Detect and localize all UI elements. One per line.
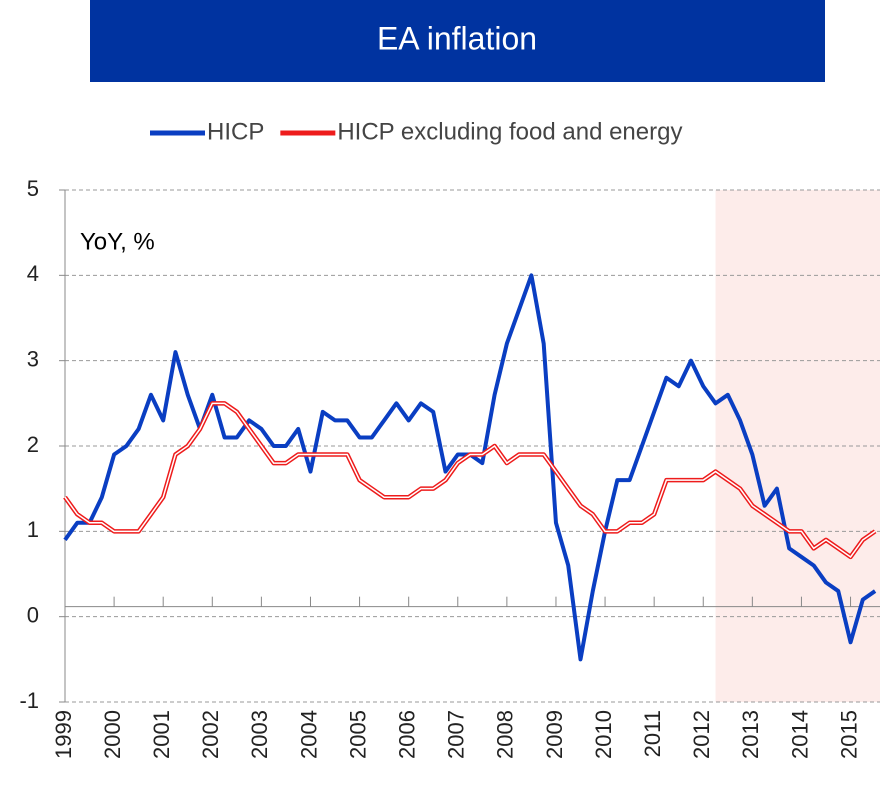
x-tick-label: 2002 <box>198 710 223 759</box>
x-tick-label: 2000 <box>100 710 125 759</box>
x-tick-label: 2004 <box>296 710 321 759</box>
x-tick-label: 2007 <box>444 710 469 759</box>
y-tick-label: 4 <box>27 261 39 286</box>
annotation: YoY, % <box>80 228 155 255</box>
legend-label: HICP excluding food and energy <box>337 118 682 145</box>
x-tick-label: 2014 <box>787 710 812 759</box>
x-tick-label: 2009 <box>542 710 567 759</box>
series-line-inner <box>64 402 876 558</box>
x-tick-label: 2015 <box>836 710 861 759</box>
chart-title: EA inflation <box>377 20 537 56</box>
y-tick-label: 1 <box>27 517 39 542</box>
x-tick-label: 2005 <box>345 710 370 759</box>
x-tick-label: 2006 <box>394 710 419 759</box>
y-tick-label: 3 <box>27 346 39 371</box>
y-tick-label: 0 <box>27 602 39 627</box>
y-tick-label: -1 <box>19 688 39 713</box>
x-tick-label: 2012 <box>689 710 714 759</box>
y-tick-label: 5 <box>27 176 39 201</box>
x-tick-label: 2008 <box>493 710 518 759</box>
x-tick-label: 2003 <box>247 710 272 759</box>
y-tick-label: 2 <box>27 432 39 457</box>
x-tick-label: 2010 <box>591 710 616 759</box>
title-banner <box>90 0 825 82</box>
legend-label: HICP <box>207 118 264 145</box>
x-tick-label: 2001 <box>149 710 174 759</box>
x-tick-label: 2013 <box>738 710 763 759</box>
x-tick-label: 2011 <box>640 710 665 757</box>
x-tick-label: 1999 <box>51 710 76 759</box>
